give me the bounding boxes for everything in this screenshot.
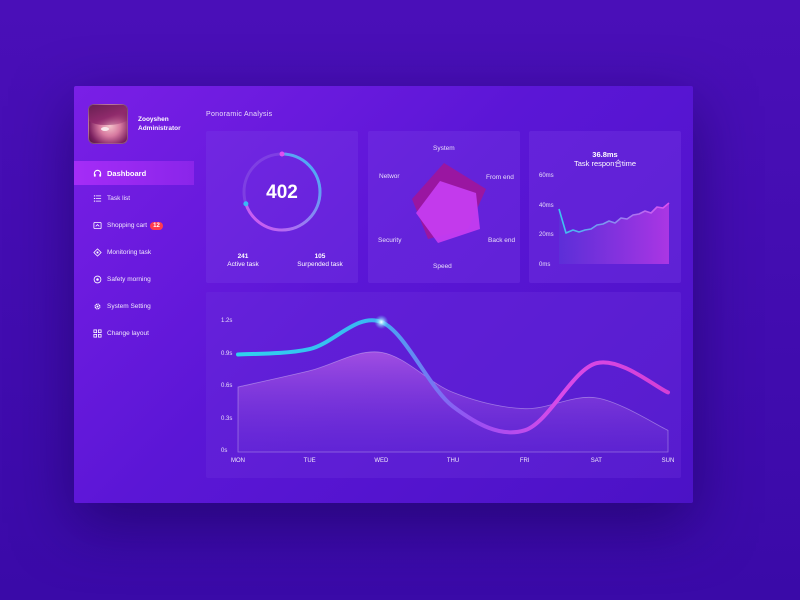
chart-y-tick: 0.3s: [221, 415, 233, 422]
suspended-task-stat: 105 Surpended task: [292, 253, 348, 269]
chart-peak-highlight: [374, 315, 389, 329]
sidebar-item-label: Safety morning: [107, 276, 151, 283]
sidebar-nav: Dashboard Task list Shopping cart 12 Mo: [74, 161, 194, 347]
response-title: 36.8ms Task respon合time: [529, 150, 681, 168]
suspended-task-value: 105: [314, 253, 326, 260]
chart-area-series: [237, 351, 669, 453]
response-y-tick: 60ms: [539, 173, 554, 179]
response-sparkline: [558, 202, 670, 264]
profile-text: Zooyshen Administrator: [138, 115, 181, 133]
gauge-value: 402: [266, 182, 298, 203]
radar-label-speed: Speed: [433, 263, 452, 270]
shield-icon: [93, 275, 102, 284]
response-value: 36.8ms: [592, 150, 618, 159]
sidebar-item-dashboard[interactable]: Dashboard: [74, 161, 194, 185]
chart-y-tick: 1.2s: [221, 318, 233, 324]
sidebar-item-label: Task list: [107, 195, 131, 202]
grid-icon: [93, 329, 102, 338]
radar-label-system: System: [433, 145, 455, 152]
avatar[interactable]: [88, 104, 128, 144]
chart-y-tick: 0.9s: [221, 350, 233, 357]
sidebar-item-change-layout[interactable]: Change layout: [74, 320, 194, 347]
sidebar-item-system-setting[interactable]: System Setting: [74, 293, 194, 320]
list-icon: [93, 194, 102, 203]
gauge-start-dot: [279, 151, 285, 157]
sidebar-item-label: Change layout: [107, 330, 149, 337]
chart-x-tick: MON: [231, 458, 245, 464]
radar-shape: [412, 163, 486, 243]
suspended-task-label: Surpended task: [297, 261, 343, 268]
chart-x-tick: THU: [446, 458, 460, 464]
section-title: Ponoramic Analysis: [206, 111, 273, 118]
active-task-label: Active task: [227, 261, 259, 268]
radar-area-inner: [416, 181, 480, 243]
active-task-stat: 241 Active task: [224, 253, 262, 269]
gauge-end-dot: [243, 201, 249, 207]
chart-y-tick: 0.6s: [221, 383, 233, 389]
sidebar-item-monitoring-task[interactable]: Monitoring task: [74, 239, 194, 266]
dashboard-window: Zooyshen Administrator Dashboard Task li…: [74, 86, 693, 503]
crosshair-icon: [93, 248, 102, 257]
chart-x-tick: SAT: [590, 458, 602, 464]
radar-card: System From end Networ Security Back end…: [368, 131, 520, 283]
chart-x-tick: FRI: [519, 458, 530, 464]
sidebar-item-label: Monitoring task: [107, 249, 152, 256]
chart-x-tick: WED: [374, 458, 389, 464]
response-y-tick: 0ms: [539, 262, 551, 268]
sidebar-item-label: Shopping cart: [107, 222, 148, 229]
radar-label-front-end: From end: [486, 174, 514, 181]
response-y-tick: 40ms: [539, 203, 554, 209]
user-role: Administrator: [138, 125, 181, 132]
chart-line-series: [236, 318, 670, 435]
radar-label-security: Security: [378, 237, 402, 244]
gauge-ring: [242, 151, 322, 232]
response-time-card: 36.8ms Task respon合time 60ms 40ms 20ms 0…: [529, 131, 681, 283]
cart-count-badge: 12: [150, 221, 163, 230]
response-line: [558, 202, 670, 234]
user-profile[interactable]: Zooyshen Administrator: [88, 104, 181, 144]
response-y-tick: 20ms: [539, 232, 554, 238]
sidebar-item-task-list[interactable]: Task list: [74, 185, 194, 212]
sidebar-item-label: System Setting: [107, 303, 151, 310]
chart-x-tick: SUN: [661, 458, 675, 464]
sidebar-item-label: Dashboard: [107, 168, 147, 178]
radar-label-network: Networ: [379, 173, 400, 180]
sidebar-item-safety-morning[interactable]: Safety morning: [74, 266, 194, 293]
active-task-value: 241: [237, 253, 249, 260]
task-gauge-card: 402 241 Active task 105 Surpended task: [206, 131, 358, 283]
response-area: [559, 203, 669, 264]
chart-y-tick: 0s: [221, 448, 228, 454]
chart-x-tick: TUE: [303, 458, 316, 464]
headset-icon: [93, 169, 102, 178]
sidebar: Zooyshen Administrator Dashboard Task li…: [74, 86, 194, 503]
cart-icon: [93, 221, 102, 230]
gear-icon: [93, 302, 102, 311]
sidebar-item-shopping-cart[interactable]: Shopping cart 12: [74, 212, 194, 239]
weekly-chart-card: 1.2s 0.9s 0.6s 0.3s 0s MON TUE WED THU FRI SAT SUN: [206, 292, 681, 478]
response-label: Task respon合time: [573, 159, 637, 168]
radar-label-back-end: Back end: [488, 237, 516, 244]
user-name: Zooyshen: [138, 116, 169, 123]
weekly-line-chart: [236, 315, 670, 453]
